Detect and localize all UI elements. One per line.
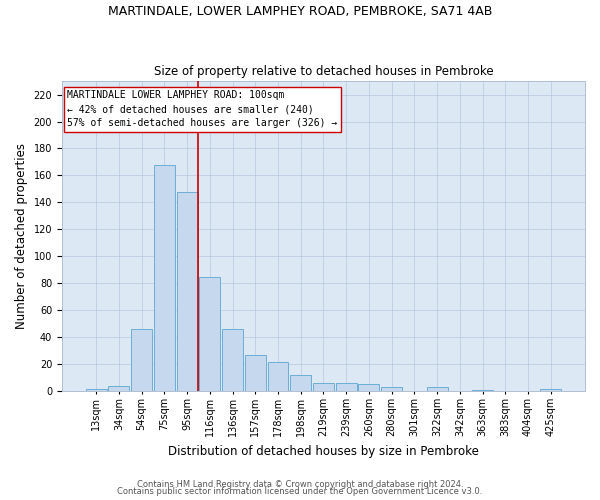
Bar bbox=[109, 386, 130, 391]
Bar bbox=[86, 388, 107, 391]
Bar bbox=[245, 355, 266, 391]
Bar bbox=[131, 329, 152, 391]
Bar bbox=[427, 387, 448, 391]
Text: MARTINDALE LOWER LAMPHEY ROAD: 100sqm
← 42% of detached houses are smaller (240): MARTINDALE LOWER LAMPHEY ROAD: 100sqm ← … bbox=[67, 90, 337, 128]
X-axis label: Distribution of detached houses by size in Pembroke: Distribution of detached houses by size … bbox=[168, 444, 479, 458]
Text: Contains public sector information licensed under the Open Government Licence v3: Contains public sector information licen… bbox=[118, 487, 482, 496]
Bar bbox=[268, 362, 289, 391]
Bar bbox=[381, 387, 402, 391]
Bar bbox=[154, 164, 175, 391]
Bar bbox=[472, 390, 493, 391]
Text: MARTINDALE, LOWER LAMPHEY ROAD, PEMBROKE, SA71 4AB: MARTINDALE, LOWER LAMPHEY ROAD, PEMBROKE… bbox=[108, 5, 492, 18]
Y-axis label: Number of detached properties: Number of detached properties bbox=[15, 143, 28, 329]
Bar bbox=[222, 329, 243, 391]
Bar bbox=[358, 384, 379, 391]
Bar bbox=[336, 383, 356, 391]
Bar bbox=[199, 276, 220, 391]
Bar bbox=[313, 383, 334, 391]
Bar bbox=[290, 375, 311, 391]
Text: Contains HM Land Registry data © Crown copyright and database right 2024.: Contains HM Land Registry data © Crown c… bbox=[137, 480, 463, 489]
Bar bbox=[176, 192, 197, 391]
Title: Size of property relative to detached houses in Pembroke: Size of property relative to detached ho… bbox=[154, 66, 493, 78]
Bar bbox=[541, 388, 561, 391]
